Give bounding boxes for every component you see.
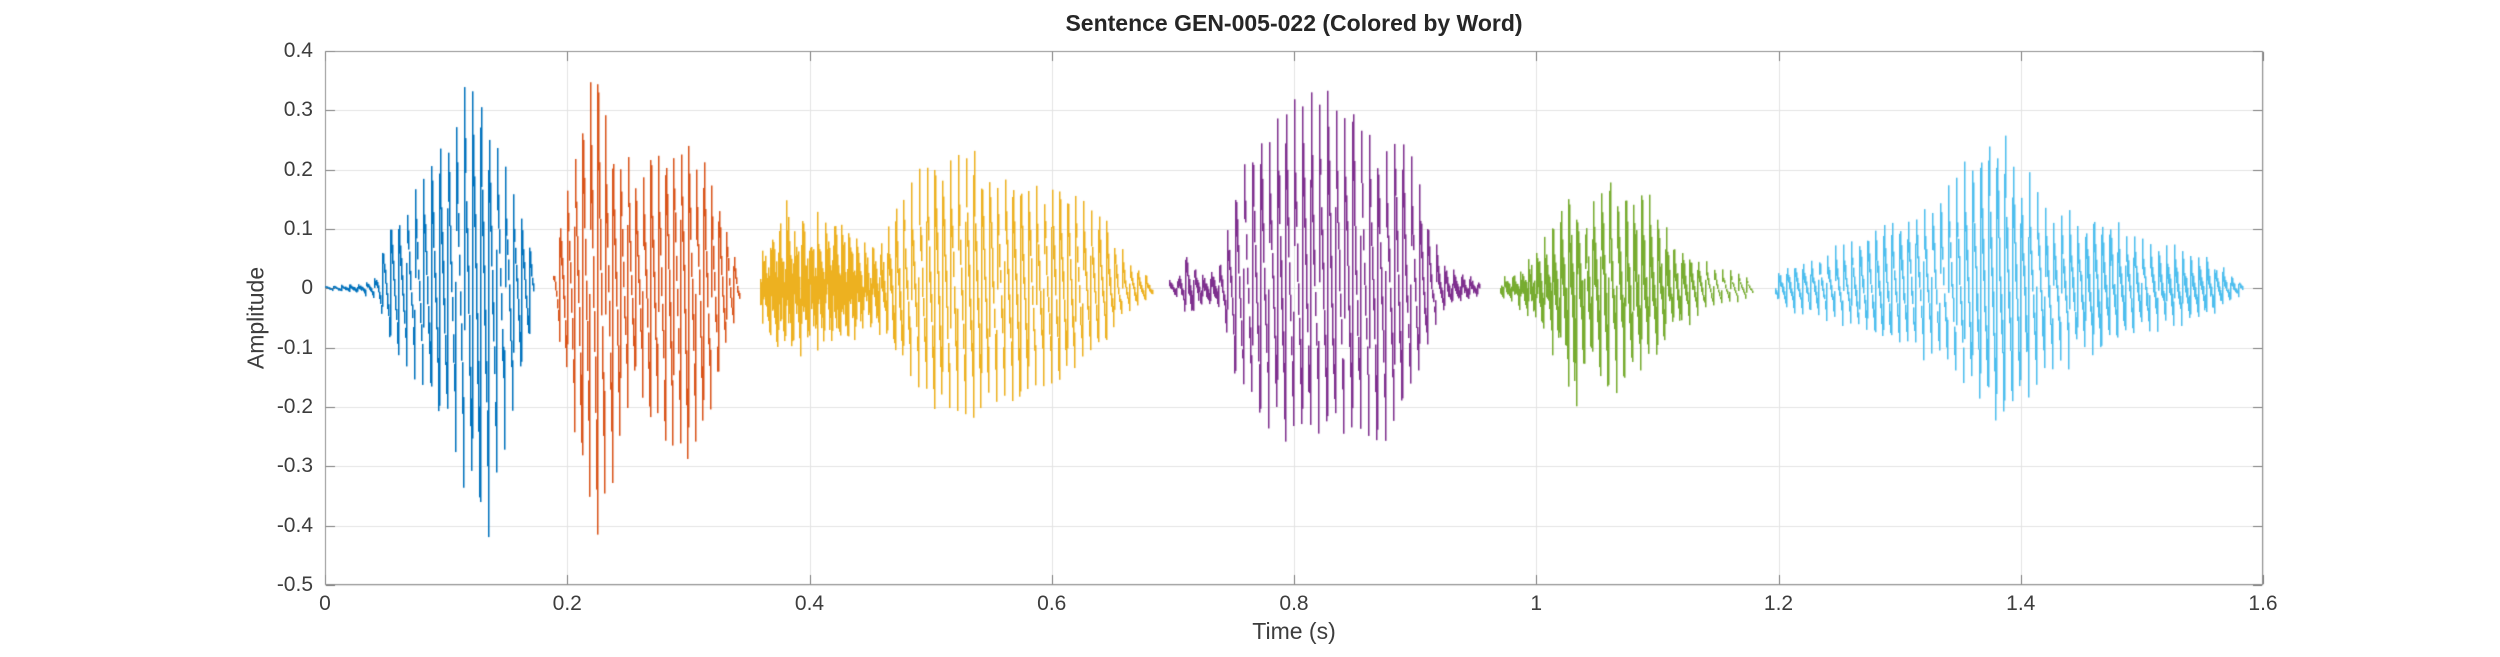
y-tick-label: -0.3 [276,454,313,478]
x-tick-label: 1.4 [2006,592,2036,615]
y-tick-label: -0.2 [276,395,313,418]
x-tick-label: 0.6 [1037,592,1067,615]
x-tick-label: 0.8 [1279,592,1309,615]
y-tick-label: -0.5 [276,573,313,596]
x-tick-label: 1.2 [1763,592,1794,615]
x-tick-label: 1.6 [2248,592,2278,615]
y-tick-label: 0.3 [283,98,313,122]
x-tick-label: 0 [319,592,331,615]
chart-title: Sentence GEN-005-022 (Colored by Word) [1065,10,1523,36]
x-axis-label: Time (s) [1252,618,1336,644]
x-tick-label: 0.2 [552,592,582,615]
y-tick-label: -0.1 [276,335,313,359]
y-tick-label: 0 [301,276,313,300]
x-tick-label: 1 [1530,592,1543,615]
y-tick-label: -0.4 [276,513,313,537]
x-tick-label: 0.4 [794,592,825,615]
y-tick-label: 0.4 [283,39,313,62]
y-tick-label: 0.1 [283,217,313,240]
y-tick-label: 0.2 [283,157,313,181]
